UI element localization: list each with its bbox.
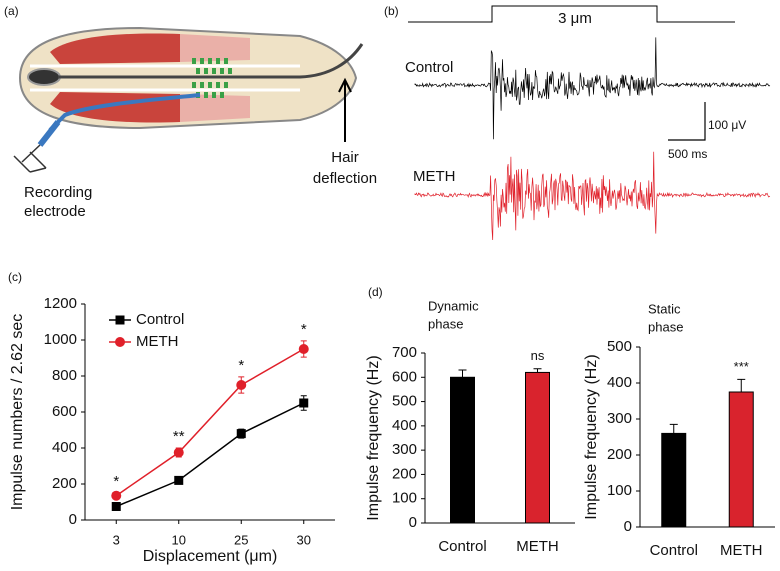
chart-title: phase	[648, 319, 683, 334]
marker	[236, 429, 246, 439]
stimulus-label: 3 μm	[558, 10, 592, 27]
marker	[111, 502, 121, 511]
line	[115, 402, 305, 508]
trace-label: Control	[405, 59, 453, 76]
bar	[450, 376, 475, 524]
y-tick-label: 200	[52, 475, 77, 492]
chart-title: Static	[648, 301, 681, 316]
legend-label: Control	[136, 311, 184, 328]
x-tick-label: 25	[234, 532, 248, 547]
y-tick-label: 300	[392, 441, 417, 458]
y-tick-label: 1200	[44, 295, 77, 312]
error-bar	[737, 378, 746, 392]
y-tick-label: 600	[52, 403, 77, 420]
significance: *	[238, 357, 244, 374]
panel-label: (c)	[8, 270, 22, 284]
y-tick-label: 0	[624, 518, 632, 535]
hair-label: Hair	[331, 149, 359, 166]
marker	[174, 475, 184, 485]
legend-label: METH	[136, 333, 179, 350]
x-tick-label: Control	[650, 542, 698, 559]
significance: ***	[734, 359, 749, 374]
legend-marker	[115, 337, 125, 347]
x-tick-label: Control	[438, 538, 486, 555]
error-bar	[458, 369, 467, 378]
scale-label: 500 ms	[668, 147, 707, 161]
scale-label: 100 μV	[708, 118, 746, 132]
trace-label: METH	[413, 168, 456, 185]
significance: *	[113, 473, 119, 490]
error-bar	[533, 368, 542, 373]
panel-label: (b)	[384, 4, 399, 18]
trace	[414, 151, 771, 241]
y-tick-label: 800	[52, 367, 77, 384]
y-tick-label: 100	[607, 482, 632, 499]
chart-title: Dynamic	[428, 298, 479, 313]
hair-label: deflection	[313, 170, 377, 187]
x-tick-label: 30	[297, 532, 311, 547]
marker	[236, 380, 247, 390]
y-tick-label: 0	[409, 514, 417, 531]
marker	[173, 447, 184, 458]
significance: ns	[531, 348, 545, 363]
stimulus-step	[408, 5, 735, 23]
y-tick-label: 400	[52, 439, 77, 456]
panel-label: (a)	[4, 4, 19, 18]
electrode-label: electrode	[24, 203, 86, 220]
follicle-diagram	[13, 26, 364, 173]
y-tick-label: 200	[392, 465, 417, 482]
y-tick-label: 400	[392, 417, 417, 434]
y-tick-label: 700	[392, 344, 417, 361]
trace	[414, 37, 771, 140]
x-tick-label: 10	[172, 532, 186, 547]
x-tick-label: 3	[113, 532, 120, 547]
y-tick-label: 500	[392, 393, 417, 410]
x-axis-label: Displacement (μm)	[143, 548, 278, 565]
marker	[111, 490, 122, 501]
significance: **	[173, 428, 185, 445]
scale-bar	[668, 102, 706, 141]
line	[115, 348, 305, 497]
bar	[525, 371, 550, 524]
y-tick-label: 200	[607, 446, 632, 463]
significance: *	[301, 321, 307, 338]
x-tick-label: METH	[516, 538, 559, 555]
bar	[661, 432, 687, 528]
panel-label: (d)	[368, 285, 383, 299]
chart-title: phase	[428, 316, 463, 331]
legend-marker	[115, 315, 125, 325]
y-tick-label: 600	[392, 368, 417, 385]
marker	[298, 344, 309, 354]
x-tick-label: METH	[720, 542, 763, 559]
y-tick-label: 400	[607, 374, 632, 391]
y-tick-label: 500	[607, 338, 632, 355]
y-axis-label: Impulse frequency (Hz)	[583, 354, 600, 519]
electrode-label: Recording	[24, 184, 92, 201]
y-axis-label: Impulse numbers / 2.62 sec	[9, 314, 26, 511]
error-bar	[669, 423, 678, 434]
marker	[299, 398, 309, 408]
y-tick-label: 1000	[44, 331, 77, 348]
y-tick-label: 100	[392, 490, 417, 507]
y-tick-label: 0	[69, 511, 77, 528]
y-tick-label: 300	[607, 410, 632, 427]
bar	[728, 391, 754, 528]
y-axis-label: Impulse frequency (Hz)	[365, 355, 382, 520]
